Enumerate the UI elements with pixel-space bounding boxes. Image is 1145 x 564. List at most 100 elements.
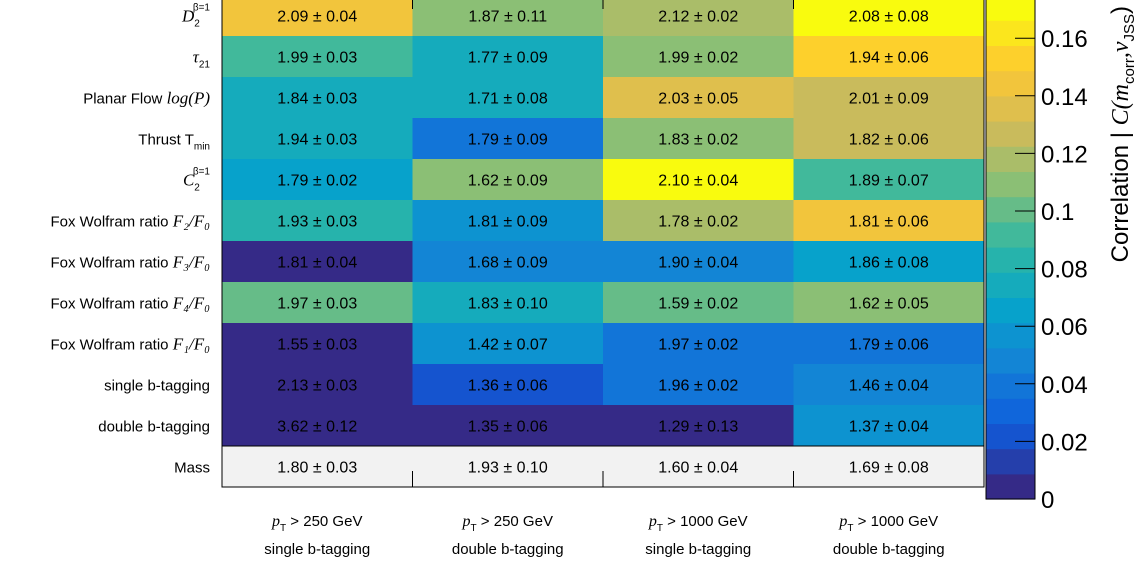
column-label-line1: pT > 1000 GeV: [648, 513, 748, 534]
cell-value-label: 2.08 ± 0.08: [849, 9, 929, 26]
colorbar-tick-label: 0.04: [1041, 372, 1088, 399]
row-label: Thrust Tmin: [138, 132, 210, 153]
heatmap-cell: [793, 405, 985, 447]
colorbar-tick-label: 0.1: [1041, 199, 1074, 226]
heatmap-cell: [412, 77, 604, 119]
cell-value-label: 2.13 ± 0.03: [277, 378, 357, 395]
colorbar-tick-label: 0.16: [1041, 26, 1088, 53]
heatmap-cell: [222, 0, 413, 37]
column-label-line1: pT > 250 GeV: [462, 513, 553, 534]
heatmap-cell: [222, 282, 413, 324]
heatmap-cell: [222, 405, 413, 447]
heatmap-cell: [603, 323, 794, 365]
heatmap-cell: [412, 200, 604, 242]
heatmap-cell: [222, 200, 413, 242]
heatmap-cell: [793, 200, 985, 242]
colorbar-band: [986, 221, 1035, 248]
colorbar-band: [986, 146, 1035, 172]
cell-value-label: 1.83 ± 0.10: [468, 296, 548, 313]
heatmap-cell: [222, 36, 413, 78]
heatmap-cell: [222, 159, 413, 201]
colorbar-band: [986, 20, 1035, 46]
cell-value-label: 1.78 ± 0.02: [658, 214, 738, 231]
colorbar: 0 0.02 0.04 0.06 0.08 0.1 0.12 0.14 0.16 Correlat…: [985, 0, 1138, 514]
cell-value-label: 1.71 ± 0.08: [468, 91, 548, 108]
colorbar-band: [986, 473, 1035, 500]
cell-value-label: 2.10 ± 0.04: [658, 173, 738, 190]
heatmap-cell: [222, 118, 413, 160]
heatmap-cell: [412, 364, 604, 406]
heatmap-cell: [793, 364, 985, 406]
column-label-line1: pT > 250 GeV: [271, 513, 362, 534]
cell-value-label: 1.55 ± 0.03: [277, 337, 357, 354]
cell-value-label: 1.36 ± 0.06: [468, 378, 548, 395]
cell-value-label: 3.62 ± 0.12: [277, 419, 357, 436]
column-label-line2: single b-tagging: [264, 541, 370, 558]
cell-value-label: 1.99 ± 0.02: [658, 50, 738, 67]
heatmap-cell: [412, 0, 604, 37]
cell-value-label: 1.93 ± 0.03: [277, 214, 357, 231]
cell-value-label: 1.87 ± 0.11: [468, 9, 547, 26]
row-label: single b-tagging: [104, 378, 210, 395]
heatmap-cell: [412, 241, 604, 283]
heatmap-cell: [793, 282, 985, 324]
colorbar-band: [986, 448, 1035, 475]
cell-value-label: 1.99 ± 0.03: [277, 50, 357, 67]
heatmap-cell: [222, 446, 413, 488]
heatmap-cell: [793, 446, 985, 488]
heatmap-cell: [603, 159, 794, 201]
heatmap-cell: [793, 323, 985, 365]
cell-value-label: 1.80 ± 0.03: [277, 460, 357, 477]
colorbar-tick-label: 0.06: [1041, 314, 1088, 341]
row-label: C2β=1: [183, 167, 210, 194]
colorbar-band: [986, 171, 1035, 198]
heatmap-cell: [793, 159, 985, 201]
cell-value-label: 1.94 ± 0.03: [277, 132, 357, 149]
cell-value-label: 1.79 ± 0.06: [849, 337, 929, 354]
heatmap-cell: [603, 241, 794, 283]
colorbar-band: [986, 196, 1035, 223]
cell-value-label: 1.94 ± 0.06: [849, 50, 929, 67]
row-label: double b-tagging: [98, 419, 210, 436]
colorbar-band: [986, 297, 1035, 324]
cell-value-label: 1.96 ± 0.02: [658, 378, 738, 395]
cell-value-label: 1.86 ± 0.08: [849, 255, 929, 272]
heatmap-cell: [412, 159, 604, 201]
cell-value-label: 1.90 ± 0.04: [658, 255, 738, 272]
row-labels: D2β=1 τ21 Planar Flow log(P) Thrust Tmin C2β…: [50, 3, 210, 477]
column-label-line1: pT > 1000 GeV: [838, 513, 938, 534]
colorbar-band: [986, 70, 1035, 97]
heatmap-cell: [603, 200, 794, 242]
cell-value-label: 1.81 ± 0.04: [277, 255, 357, 272]
cell-value-label: 1.35 ± 0.06: [468, 419, 548, 436]
heatmap-cell: [603, 282, 794, 324]
cell-value-label: 1.59 ± 0.02: [658, 296, 738, 313]
heatmap-cell: [412, 446, 604, 488]
heatmap-cell: [793, 241, 985, 283]
column-label-line2: double b-tagging: [833, 541, 945, 558]
cell-value-label: 1.68 ± 0.09: [468, 255, 548, 272]
colorbar-band: [986, 0, 1035, 21]
column-labels: pT > 250 GeV single b-tagging pT > 250 GeV…: [264, 513, 944, 558]
colorbar-title: Correlation | C(mcorr,vJSS): [1107, 6, 1138, 262]
cell-value-label: 1.93 ± 0.10: [468, 460, 548, 477]
cell-value-label: 1.81 ± 0.09: [468, 214, 548, 231]
colorbar-tick-label: 0.12: [1041, 141, 1088, 168]
heatmap-cell: [222, 364, 413, 406]
heatmap-cell: [412, 282, 604, 324]
cell-value-label: 1.79 ± 0.09: [468, 132, 548, 149]
cell-value-label: 2.12 ± 0.02: [658, 9, 738, 26]
colorbar-band: [986, 398, 1035, 424]
row-label: Planar Flow log(P): [83, 89, 210, 108]
heatmap-cells: 2.09 ± 0.04 1.87 ± 0.11 2.12 ± 0.02 2.08 ± …: [221, 0, 985, 488]
heatmap-cell: [793, 0, 985, 37]
heatmap-cell: [222, 323, 413, 365]
row-label: Fox Wolfram ratio F₂/F₀: [50, 212, 210, 231]
heatmap-cell: [793, 118, 985, 160]
colorbar-band: [986, 121, 1035, 147]
row-label: D2β=1: [181, 3, 210, 30]
cell-value-label: 1.83 ± 0.02: [658, 132, 738, 149]
heatmap-cell: [603, 36, 794, 78]
colorbar-tick-label: 0.08: [1041, 257, 1088, 284]
